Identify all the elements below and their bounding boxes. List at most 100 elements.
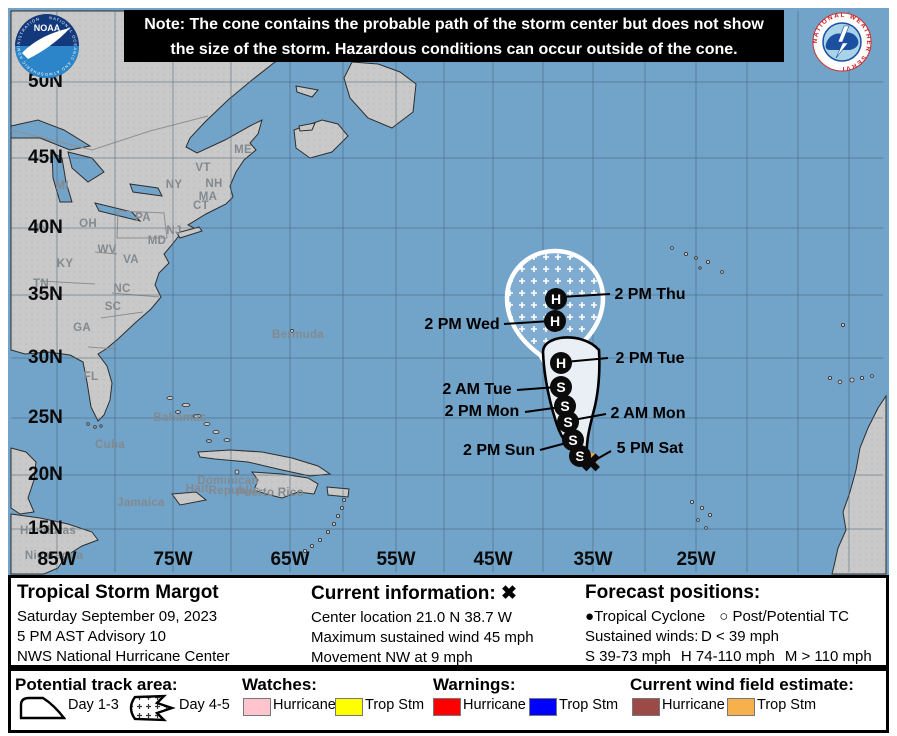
place-label-pa: PA <box>135 212 151 224</box>
place-label-republic: Republic <box>208 485 260 497</box>
place-label-tn: TN <box>33 278 49 290</box>
place-label-va: VA <box>123 254 139 266</box>
small-islands <box>86 246 874 554</box>
day1-3-label: Day 1-3 <box>68 697 119 713</box>
movement: Movement NW at 9 mph <box>311 649 473 666</box>
lon-tick-label: 45W <box>473 549 513 570</box>
noaa-logo: NATIONAL OCEANIC AND ATMOSPHERIC ADMINIS… <box>15 14 79 78</box>
place-label-wv: WV <box>97 244 117 256</box>
watches-title: Watches: <box>242 675 317 694</box>
tropstm-warning-label: Trop Stm <box>559 697 619 713</box>
puerto-rico <box>326 486 350 498</box>
forecast-symbols-row: ●Tropical Cyclone ○ Post/Potential TC <box>585 607 882 627</box>
noaa-logo-text: NOAA <box>34 23 61 33</box>
forecast-positions: Forecast positions: ●Tropical Cyclone ○ P… <box>585 582 882 667</box>
issuing-office: NWS National Hurricane Center <box>17 648 230 665</box>
max-sustained-wind: Maximum sustained wind 45 mph <box>311 629 534 646</box>
sustained-winds-label: Sustained winds: <box>585 628 699 645</box>
lon-tick-label: 55W <box>376 549 416 570</box>
place-label-jamaica: Jamaica <box>117 497 165 509</box>
tropical-cyclone-label: Tropical Cyclone <box>594 608 706 625</box>
sustained-winds-row: Sustained winds: D < 39 mph <box>585 627 882 647</box>
lat-tick-label: 15N <box>28 518 63 539</box>
cone-note-line2: the size of the storm. Hazardous conditi… <box>170 41 738 58</box>
north-america <box>10 10 342 422</box>
place-label-ma: MA <box>198 191 218 203</box>
place-label-honduras: Honduras <box>19 525 77 537</box>
place-label-nc: NC <box>113 283 131 295</box>
lat-tick-label: 35N <box>28 284 63 305</box>
d-range: D < 39 mph <box>701 628 779 645</box>
day4-5-cone-icon <box>129 694 176 722</box>
forecast-point-2-pm-wed: H <box>544 310 566 332</box>
hurricane-windfield-swatch <box>632 698 660 716</box>
lat-tick-label: 45N <box>28 147 63 168</box>
graticule <box>11 11 883 572</box>
wind-scale-row: S 39-73 mph H 74-110 mph M > 110 mph <box>585 647 882 667</box>
current-information: Current information: ✖ Center location 2… <box>311 582 534 668</box>
place-label-me: ME <box>234 144 252 156</box>
current-info-title: Current information: ✖ <box>311 583 517 604</box>
place-label-cuba: Cuba <box>95 439 125 451</box>
forecast-time-label: 2 PM Wed <box>424 316 500 333</box>
hurricane-watch-swatch <box>243 698 271 716</box>
advisory-date: Saturday September 09, 2023 <box>17 608 218 625</box>
newfoundland <box>343 61 417 129</box>
hispaniola <box>250 471 319 499</box>
legend-panel: Potential track area: Watches: Warnings:… <box>8 668 889 733</box>
yucatan <box>10 447 37 515</box>
place-label-in: IN <box>35 223 49 235</box>
place-label-md: MD <box>147 235 167 247</box>
lon-tick-label: 75W <box>153 549 193 570</box>
current-position-label: 5 PM Sat <box>616 440 684 457</box>
current-position-x-icon: ✖ <box>580 449 602 478</box>
place-label-oh: OH <box>79 218 97 230</box>
tropstm-windfield-label: Trop Stm <box>757 697 817 713</box>
h-range: H 74-110 mph <box>680 648 775 665</box>
hurricane-warning-swatch <box>433 698 461 716</box>
cwfe-title: Current wind field estimate: <box>630 675 854 694</box>
place-label-ga: GA <box>73 322 91 334</box>
forecast-time-label: 2 AM Mon <box>610 405 686 422</box>
lon-tick-label: 25W <box>676 549 716 570</box>
storm-summary: Tropical Storm Margot Saturday September… <box>17 582 230 667</box>
prince-edward-island <box>298 122 316 132</box>
storm-title: Tropical Storm Margot <box>17 582 219 603</box>
center-location: Center location 21.0 N 38.7 W <box>311 609 512 626</box>
place-label-nicaragua: Nicaragua <box>24 550 84 562</box>
jamaica <box>171 491 208 506</box>
nws-logo: NATIONAL WEATHER SERVICE <box>812 12 872 72</box>
hurricane-watch-label: Hurricane <box>273 697 336 713</box>
forecast-time-label: 2 PM Thu <box>614 286 686 303</box>
info-panel: Tropical Storm Margot Saturday September… <box>8 575 889 668</box>
forecast-time-label: 2 AM Tue <box>442 381 512 398</box>
s-range: S 39-73 mph <box>585 648 671 665</box>
forecast-time-label: 2 PM Tue <box>615 350 685 367</box>
cone-note-line1: Note: The cone contains the probable pat… <box>144 16 764 33</box>
post-potential-circle-icon: ○ <box>719 608 729 625</box>
place-label-haiti: Haiti <box>185 483 213 495</box>
tropstm-windfield-swatch <box>727 698 755 716</box>
lat-tick-label: 25N <box>28 407 63 428</box>
forecast-positions-title: Forecast positions: <box>585 582 761 603</box>
hurricane-windfield-label: Hurricane <box>662 697 725 713</box>
tropstm-watch-swatch <box>335 698 363 716</box>
forecast-point-2-am-tue: S <box>550 376 572 398</box>
day4-5-label: Day 4-5 <box>179 697 230 713</box>
advisory-number: 5 PM AST Advisory 10 <box>17 628 166 645</box>
potential-track-area-title: Potential track area: <box>15 675 178 694</box>
lon-tick-label: 35W <box>573 549 613 570</box>
forecast-point-2-pm-mon: S <box>554 395 576 417</box>
place-label-ct: CT <box>193 200 209 212</box>
lon-tick-label: 85W <box>37 549 77 570</box>
lat-tick-label: 40N <box>28 217 63 238</box>
hurricane-warning-label: Hurricane <box>463 697 526 713</box>
place-label-nj: NJ <box>166 225 182 237</box>
place-label-bahamas: Bahamas <box>153 412 207 424</box>
place-label-nh: NH <box>205 178 223 190</box>
tropical-cyclone-dot-icon: ● <box>585 608 595 625</box>
cone-note-banner: Note: The cone contains the probable pat… <box>124 10 784 62</box>
warnings-title: Warnings: <box>433 675 516 694</box>
place-label-mi: MI <box>55 180 69 192</box>
